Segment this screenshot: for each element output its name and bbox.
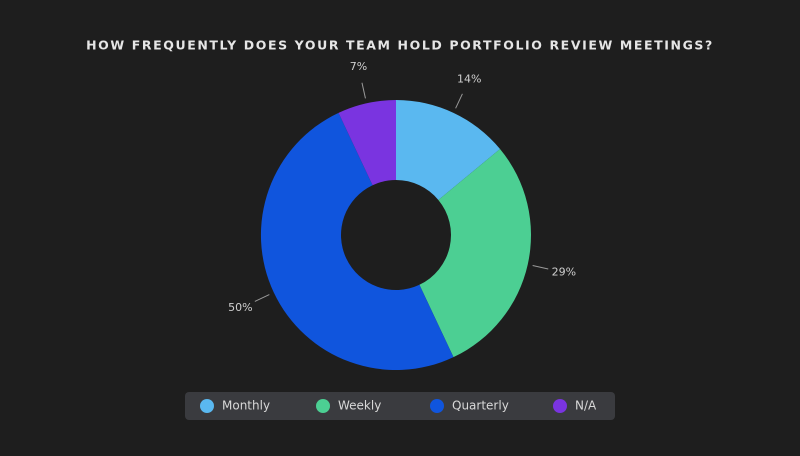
value-label: 7% <box>350 60 367 73</box>
chart-title: HOW FREQUENTLY DOES YOUR TEAM HOLD PORTF… <box>86 38 714 53</box>
legend-swatch <box>430 399 444 413</box>
leader-line <box>532 265 549 270</box>
donut-slice <box>338 100 396 186</box>
leader-line <box>455 93 463 109</box>
donut-slice <box>396 100 501 200</box>
value-label: 14% <box>457 72 481 85</box>
legend-label: N/A <box>575 399 597 413</box>
leader-line <box>361 82 366 99</box>
legend-label: Quarterly <box>452 399 509 413</box>
legend-box <box>185 392 615 420</box>
legend-label: Monthly <box>222 399 270 413</box>
legend-label: Weekly <box>338 399 381 413</box>
donut-slice <box>260 112 454 371</box>
leader-line <box>254 294 270 302</box>
value-label: 29% <box>552 266 576 279</box>
legend-swatch <box>553 399 567 413</box>
value-label: 50% <box>228 301 252 314</box>
legend-swatch <box>316 399 330 413</box>
legend-swatch <box>200 399 214 413</box>
donut-slice <box>419 148 531 358</box>
